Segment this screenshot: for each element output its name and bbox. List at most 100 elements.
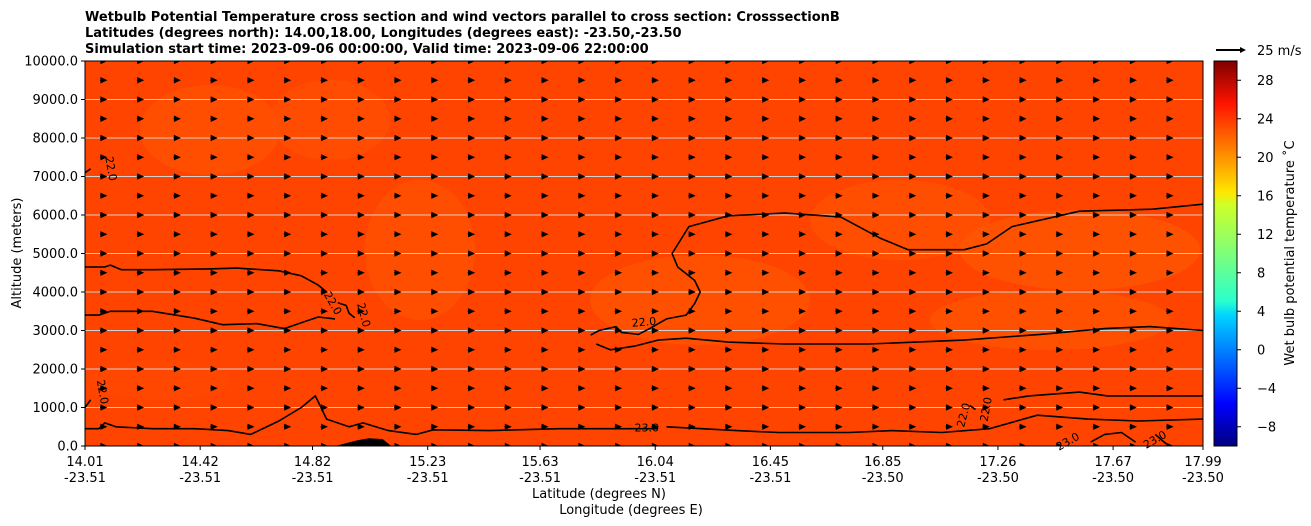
colorbar-tick-label: 8 — [1257, 266, 1265, 281]
wind-arrow — [1129, 77, 1137, 84]
wind-arrow — [136, 269, 145, 276]
wind-arrow — [320, 442, 328, 446]
wind-arrow — [100, 154, 108, 161]
wind-arrow — [761, 96, 770, 103]
wind-arrow — [467, 346, 476, 353]
wind-arrow — [100, 327, 108, 334]
wind-arrow — [504, 423, 512, 430]
colorbar-tick-label: 16 — [1257, 189, 1274, 204]
wind-arrow — [908, 250, 917, 257]
wind-arrow — [578, 231, 586, 238]
wind-arrow — [614, 346, 623, 353]
wind-arrow — [1166, 404, 1174, 411]
wind-arrow — [1092, 231, 1101, 238]
wind-arrow — [688, 61, 696, 65]
wind-arrow — [908, 269, 917, 276]
wind-arrow — [173, 308, 181, 315]
wind-arrow — [1166, 385, 1174, 392]
wind-arrow — [1129, 192, 1137, 199]
wind-arrow — [872, 231, 880, 238]
wind-arrow — [541, 404, 549, 411]
wind-arrow — [394, 250, 402, 257]
wind-arrow — [1129, 115, 1137, 122]
wind-arrow — [1129, 96, 1137, 103]
wind-arrow — [136, 77, 145, 84]
wind-arrow — [541, 154, 549, 161]
wind-arrow — [430, 269, 439, 276]
wind-arrow — [541, 173, 549, 180]
wind-arrow — [210, 288, 218, 296]
wind-arrow — [210, 365, 218, 373]
wind-arrow — [725, 61, 733, 65]
contour-label: 22.0 — [354, 301, 373, 328]
wind-arrow — [1166, 173, 1174, 180]
wind-arrow — [908, 442, 917, 446]
wind-arrow — [835, 269, 843, 276]
wind-arrow — [394, 115, 402, 122]
wind-arrow — [798, 327, 806, 334]
wind-arrow — [908, 308, 917, 315]
wind-arrow — [283, 96, 292, 103]
wind-arrow — [872, 154, 880, 161]
wind-arrow — [688, 115, 696, 122]
wind-arrow — [798, 404, 806, 411]
wind-arrow — [1055, 250, 1064, 257]
wind-arrow — [136, 327, 145, 334]
wind-arrow — [320, 288, 328, 296]
wind-arrow — [1055, 385, 1064, 392]
wind-arrow — [467, 442, 476, 446]
wind-arrow — [1019, 327, 1027, 334]
colorbar-tick-label: 24 — [1257, 112, 1274, 127]
wind-arrow — [136, 385, 145, 392]
wind-arrow — [1092, 134, 1101, 142]
wind-arrow — [394, 442, 402, 446]
wind-arrow — [430, 346, 439, 353]
wind-arrow — [1166, 365, 1174, 373]
wind-arrow — [614, 173, 623, 180]
wind-arrow — [872, 115, 880, 122]
contour-lines — [85, 168, 1203, 445]
wind-arrow — [467, 288, 476, 296]
y-tick-label: 6000.0 — [33, 209, 79, 224]
wind-arrow — [614, 269, 623, 276]
wind-arrow — [798, 192, 806, 199]
y-tick-label: 3000.0 — [33, 324, 79, 339]
wind-arrow — [541, 192, 549, 199]
wind-arrow — [467, 231, 476, 238]
wind-arrow — [357, 365, 365, 373]
wind-arrow — [614, 327, 623, 334]
wind-arrow — [614, 115, 623, 122]
wind-arrow — [504, 115, 512, 122]
wind-arrow — [136, 192, 145, 199]
wind-arrow — [1092, 211, 1101, 219]
wind-arrow — [908, 77, 917, 84]
wind-arrow — [541, 442, 549, 446]
wind-arrow — [798, 173, 806, 180]
wind-arrow — [688, 211, 696, 219]
wind-arrow — [798, 61, 806, 65]
wind-arrow — [173, 327, 181, 334]
wind-arrow — [430, 211, 439, 219]
y-tick-label: 5000.0 — [33, 247, 79, 262]
wind-arrow — [798, 365, 806, 373]
wind-arrow — [1092, 269, 1101, 276]
x-tick-label-lon: -23.50 — [1182, 471, 1224, 486]
wind-arrow — [1166, 250, 1174, 257]
wind-arrow — [982, 269, 990, 276]
colorbar-label: Wet bulb potential temperature ˚C — [1282, 140, 1298, 365]
contour-line-22 — [85, 399, 92, 408]
wind-arrow — [100, 134, 108, 142]
wind-arrow — [504, 231, 512, 238]
wind-arrow — [541, 308, 549, 315]
wind-arrow — [688, 385, 696, 392]
wind-arrow — [394, 385, 402, 392]
wind-arrow — [320, 385, 328, 392]
wind-arrow — [541, 211, 549, 219]
wind-arrow — [504, 404, 512, 411]
wind-arrow — [320, 77, 328, 84]
wind-arrow — [908, 365, 917, 373]
wind-arrow — [1166, 327, 1174, 334]
wind-arrow — [1055, 192, 1064, 199]
wind-arrow — [210, 61, 218, 65]
wind-arrow — [798, 442, 806, 446]
